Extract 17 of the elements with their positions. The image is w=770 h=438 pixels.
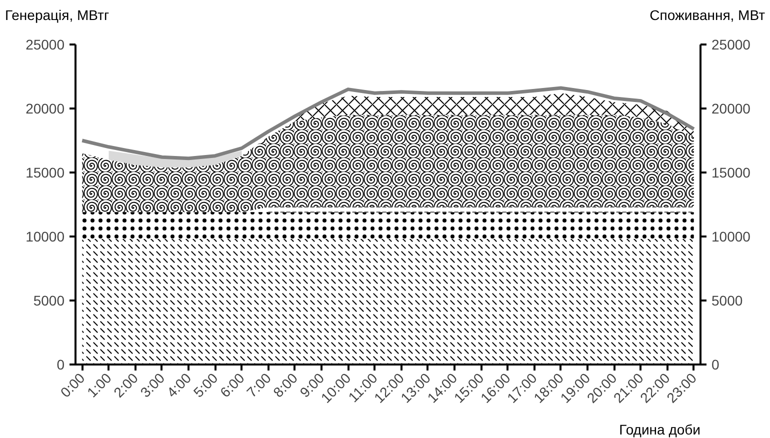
y2-tick-label: 5000	[712, 292, 743, 308]
y2-tick-label: 15000	[712, 164, 751, 180]
y2-tick-label: 20000	[712, 100, 751, 116]
y2-axis-title: Споживання, МВт	[650, 6, 765, 25]
line-series	[80, 86, 696, 160]
y2-tick-label: 10000	[712, 228, 751, 244]
y-tick-label: 5000	[33, 292, 65, 308]
y-tick-label: 25000	[26, 36, 65, 52]
y-tick-label: 0	[56, 356, 65, 372]
y-tick-label: 20000	[26, 100, 65, 116]
y2-tick-label: 25000	[712, 36, 751, 52]
y-tick-label: 10000	[26, 228, 65, 244]
x-tick-label: 0:00	[57, 370, 88, 400]
y2-tick-label: 0	[712, 356, 720, 372]
y-axis-title: Генерація, МВтг	[5, 6, 110, 25]
y-tick-label: 15000	[26, 164, 65, 180]
x-axis-title: Година доби	[619, 422, 701, 438]
